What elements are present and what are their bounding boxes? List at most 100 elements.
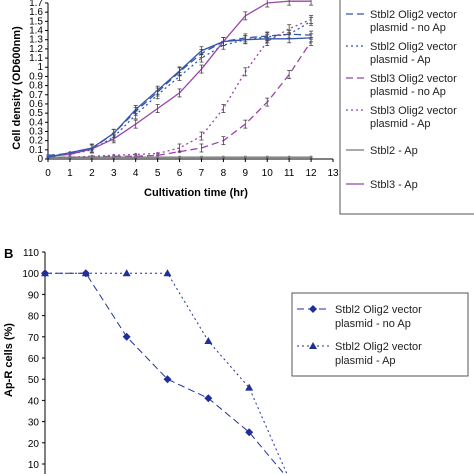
panel-b-tick-labels: 10 20 30 40 50 60 70 80 90 100 110 [22, 248, 39, 471]
panel-a-x-tick-label: 1 [67, 168, 73, 179]
panel-a-legend-label: plasmid - Ap [370, 118, 431, 130]
panel-b-y-tick-label: 90 [28, 290, 40, 301]
panel-b-triangle-marker [163, 269, 172, 277]
panel-a-data-point [134, 155, 138, 159]
panel-a-data-point [287, 155, 291, 159]
panel-a-y-tick-label: 0.2 [29, 136, 43, 147]
panel-a-y-tick-label: 0.8 [29, 81, 43, 92]
panel-a-y-tick-label: 1.1 [29, 53, 43, 64]
panel-a-y-tick-label: 0.3 [29, 126, 43, 137]
panel-a-series [46, 0, 314, 159]
panel-b-triangle-marker [204, 337, 213, 345]
panel-b-y-tick-label: 10 [28, 460, 40, 471]
panel-a-y-tick-label: 0.1 [29, 145, 43, 156]
panel-b-legend-label: Stbl2 Olig2 vector [335, 341, 422, 353]
panel-a-y-tick-label: 0 [37, 154, 43, 165]
panel-a-x-tick-label: 3 [111, 168, 117, 179]
panel-b-legend-diamond-marker [309, 305, 317, 313]
panel-a-legend-box [339, 0, 474, 215]
panel-a-x-tick-label: 6 [177, 168, 183, 179]
panel-a-y-tick-label: 0.7 [29, 90, 43, 101]
panel-b-triangle-marker [245, 383, 254, 391]
panel-b-axes [42, 251, 46, 474]
panel-a-y-tick-label: 1.3 [29, 35, 43, 46]
panel-a-y-tick-label: 1.5 [29, 16, 43, 27]
panel-b-y-tick-label: 30 [28, 418, 40, 429]
panel-a-data-point [178, 155, 182, 159]
panel-a-legend-label: Stbl2 Olig2 vector [370, 41, 457, 53]
panel-b-y-tick-label: 40 [28, 396, 40, 407]
panel-a-x-tick-label: 10 [262, 168, 274, 179]
panel-a-legend-label: Stbl2 - Ap [370, 145, 418, 157]
panel-b-legend-triangle-marker [309, 342, 317, 349]
panel-a-legend-label: plasmid - no Ap [370, 22, 446, 34]
panel-b-y-tick-label: 110 [23, 248, 39, 259]
panel-a-y-tick-label: 0.4 [29, 117, 43, 128]
panel-b-diamond-marker [245, 428, 254, 437]
panel-a-x-tick-label: 4 [133, 168, 139, 179]
panel-b-y-tick-label: 60 [28, 354, 40, 365]
panel-b-y-tick-label: 80 [28, 312, 40, 323]
panel-b-triangle-marker [81, 269, 90, 277]
panel-b-y-axis-label: Ap-R cells (%) [3, 323, 15, 397]
panel-a-data-point [243, 155, 247, 159]
panel-a-x-axis-label: Cultivation time (hr) [144, 187, 248, 199]
panel-b-series-line [45, 272, 288, 474]
panel-a-data-point [309, 155, 313, 159]
panel-a-x-tick-label: 12 [306, 168, 318, 179]
panel-a-legend-label: Stbl3 Olig2 vector [370, 105, 457, 117]
panel-a-x-tick-label: 8 [221, 168, 227, 179]
panel-a-y-tick-label: 0.6 [29, 99, 43, 110]
panel-a-y-tick-label: 1.4 [29, 26, 43, 37]
panel-a-chart: 0 1 2 3 4 5 6 7 8 9 10 11 12 1300.10.20.30.40.50.60.7… [11, 0, 339, 199]
panel-a-legend-label: plasmid - no Ap [370, 86, 446, 98]
panel-a-x-tick-label: 9 [243, 168, 249, 179]
panel-b-legend-label: plasmid - no Ap [335, 318, 411, 330]
panel-a-x-tick-label: 5 [155, 168, 161, 179]
panel-a-y-tick-label: 1.7 [29, 0, 43, 9]
panel-a-x-tick-label: 11 [284, 168, 295, 179]
panel-a-y-tick-label: 0.9 [29, 71, 43, 82]
panel-a-series-line [48, 41, 312, 158]
panel-b-triangle-marker [41, 269, 49, 277]
panel-b-triangle-marker [122, 269, 131, 277]
panel-a-data-point [221, 155, 225, 159]
panel-a-data-point [68, 155, 72, 159]
panel-b-label: B [4, 246, 13, 261]
panel-a-data-point [156, 151, 160, 155]
panel-a-y-tick-label: 1.2 [29, 44, 43, 55]
panel-a-x-tick-label: 2 [89, 168, 95, 179]
panel-a-tick-labels: 0 1 2 3 4 5 6 7 8 9 10 11 12 1300.10.20.30.40.50.60.7… [29, 0, 339, 179]
panel-b-legend-box [291, 292, 469, 377]
panel-b-chart: B 10 20 30 40 50 60 70 80 90 100 110 Ap-R cells (%… [3, 246, 288, 474]
panel-b-y-tick-label: 70 [28, 333, 40, 344]
panel-b-y-tick-label: 20 [28, 439, 40, 450]
panel-b-diamond-marker [204, 394, 213, 403]
panel-b-diamond-marker [163, 375, 172, 384]
panel-a-x-tick-label: 0 [45, 168, 51, 179]
panel-a-data-point [134, 152, 138, 156]
panel-a-data-point [68, 151, 72, 155]
panel-b-legend: Stbl2 Olig2 vector plasmid - no Ap Stbl2 O… [291, 292, 469, 377]
panel-a-axes [45, 2, 334, 162]
panel-a-y-tick-label: 1.6 [29, 7, 43, 18]
panel-b-legend-label: Stbl2 Olig2 vector [335, 304, 422, 316]
panel-a-data-point [265, 155, 269, 159]
panel-a-data-point [90, 155, 94, 159]
panel-a-data-point [46, 155, 50, 159]
panel-a-legend-label: Stbl3 - Ap [370, 179, 418, 191]
panel-a-legend-label: Stbl2 Olig2 vector [370, 9, 457, 21]
panel-a-data-point [112, 155, 116, 159]
panel-a-y-axis-label: Cell density (OD600nm) [11, 26, 23, 150]
panel-a-legend-label: Stbl3 Olig2 vector [370, 73, 457, 85]
panel-b-series [41, 269, 288, 474]
panel-b-diamond-marker [122, 332, 131, 341]
panel-a-x-tick-label: 13 [327, 168, 339, 179]
panel-b-y-tick-label: 50 [28, 375, 40, 386]
panel-b-series-line [45, 272, 285, 474]
panel-a-legend-label: plasmid - Ap [370, 54, 431, 66]
panel-a-data-point [199, 155, 203, 159]
panel-b-y-tick-label: 100 [22, 269, 39, 280]
